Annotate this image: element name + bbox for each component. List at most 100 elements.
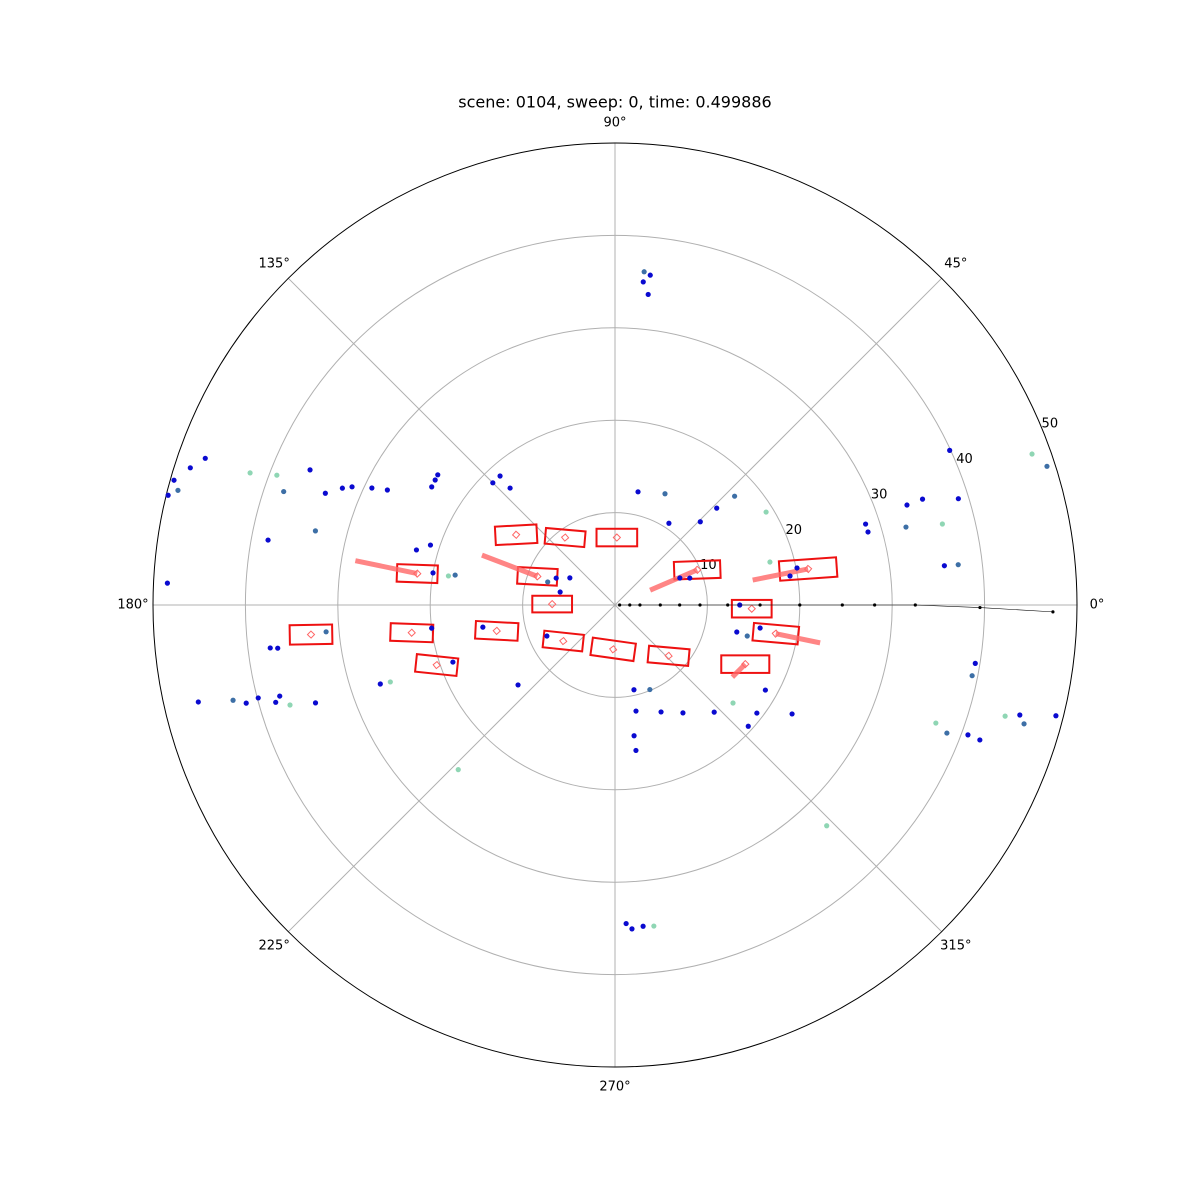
point (865, 529, 871, 535)
box-center (560, 533, 570, 542)
point (714, 505, 720, 511)
point (307, 467, 313, 473)
point (730, 700, 736, 706)
object-box (751, 621, 801, 646)
point (255, 695, 261, 701)
r-tick-label: 40 (956, 452, 973, 467)
point (840, 603, 844, 607)
point (281, 488, 287, 495)
point (480, 624, 486, 630)
point (640, 279, 646, 285)
object-box (720, 654, 771, 674)
point (1053, 713, 1059, 719)
box-center (407, 628, 416, 637)
velocity (730, 662, 748, 679)
point (1021, 721, 1027, 727)
box-center (511, 530, 521, 540)
object-box (531, 594, 574, 614)
point (873, 603, 877, 607)
point (658, 709, 664, 715)
point (507, 485, 513, 491)
box-center (612, 533, 622, 542)
point (1017, 712, 1023, 718)
point (757, 625, 763, 631)
point (633, 708, 639, 714)
point (164, 580, 170, 586)
box-center (492, 626, 501, 636)
theta-tick-label: 45° (944, 257, 967, 272)
point (247, 470, 253, 476)
box-center (432, 660, 441, 670)
point (754, 710, 760, 716)
point (175, 487, 181, 493)
r-tick-label: 10 (700, 558, 717, 573)
box-center (306, 630, 316, 639)
theta-tick-label: 0° (1090, 598, 1105, 613)
point (647, 272, 653, 278)
point (1029, 451, 1035, 457)
point (651, 923, 657, 929)
point (977, 737, 983, 743)
point (965, 732, 971, 738)
point (678, 603, 682, 607)
point (429, 484, 435, 490)
r-tick-label: 20 (785, 523, 802, 538)
point (171, 477, 177, 483)
point (745, 723, 751, 729)
point (287, 702, 293, 708)
object-box (730, 598, 773, 619)
velocity (481, 552, 539, 579)
point (387, 679, 393, 685)
point (731, 493, 738, 499)
point (758, 603, 762, 607)
point (697, 519, 703, 525)
theta-tick-label: 180° (117, 598, 148, 613)
point (623, 920, 629, 927)
point (680, 710, 686, 716)
object-box (595, 527, 639, 548)
point (666, 520, 672, 526)
point (641, 269, 647, 275)
point (711, 709, 717, 715)
box-center (547, 599, 557, 609)
object-box (543, 526, 587, 549)
point (413, 547, 420, 553)
point (913, 603, 917, 607)
point (450, 659, 456, 665)
theta-tick-label: 270° (599, 1080, 630, 1095)
point (265, 537, 271, 543)
object-box (777, 556, 839, 582)
point (267, 645, 273, 651)
point (762, 687, 768, 693)
point (1051, 610, 1055, 614)
point (763, 509, 769, 515)
object-box (493, 523, 539, 547)
object-box (473, 619, 520, 642)
point (497, 473, 503, 479)
box-center (608, 645, 618, 654)
point (515, 682, 521, 688)
point (384, 487, 390, 493)
point (435, 472, 441, 478)
point (972, 660, 978, 666)
point (553, 575, 559, 581)
point (789, 711, 795, 717)
object-box (541, 629, 585, 653)
point (645, 291, 651, 298)
point (677, 575, 683, 581)
point (490, 480, 496, 486)
point (687, 575, 693, 581)
point (631, 733, 637, 739)
point (734, 629, 740, 635)
point (947, 447, 953, 453)
point (919, 496, 926, 502)
object-box (413, 653, 460, 678)
point (941, 563, 947, 569)
point (903, 524, 909, 530)
object-box (395, 563, 439, 585)
point (275, 645, 281, 651)
point (202, 455, 208, 461)
point (323, 629, 329, 635)
point (824, 823, 830, 829)
